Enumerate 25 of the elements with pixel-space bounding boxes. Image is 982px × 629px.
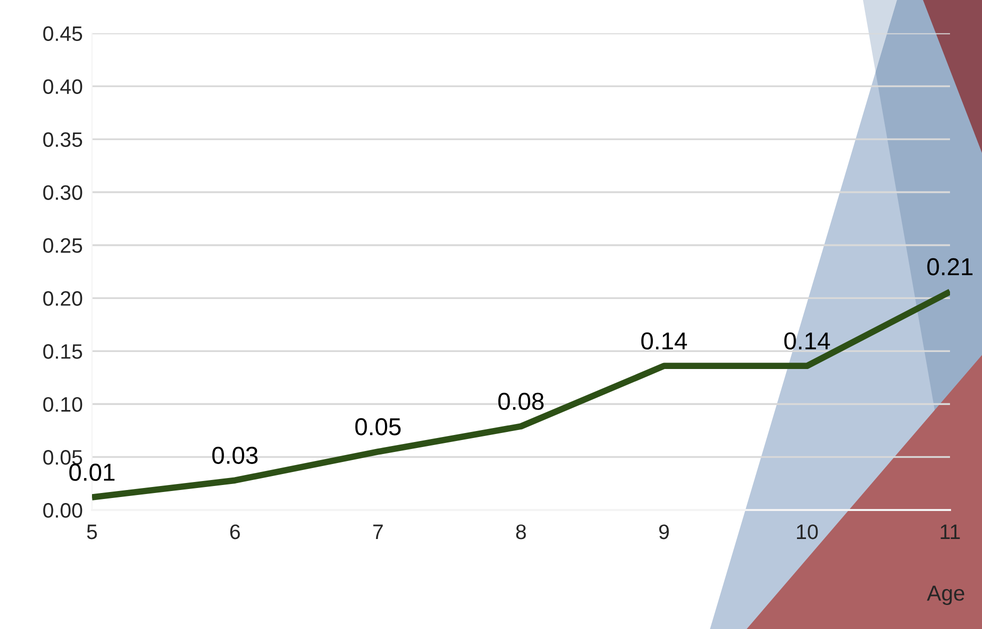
y-tick-label: 0.15 [43, 344, 82, 359]
y-tick-label: 0.00 [43, 503, 82, 518]
y-tick-label: 0.25 [43, 238, 82, 253]
data-label: 0.03 [212, 446, 258, 464]
y-tick-label: 0.10 [43, 397, 82, 412]
x-tick-label: 9 [659, 524, 669, 540]
y-tick-label: 0.45 [43, 26, 82, 42]
x-tick-label: 8 [516, 524, 526, 540]
y-tick-label: 0.40 [43, 79, 82, 94]
y-tick-label: 0.20 [43, 291, 82, 306]
y-tick-label: 0.05 [43, 450, 82, 465]
data-label: 0.01 [69, 464, 114, 481]
data-label: 0.14 [784, 332, 830, 350]
y-tick-label: 0.30 [43, 185, 82, 200]
x-tick-label: 7 [373, 524, 383, 539]
x-tick-label: 5 [87, 524, 97, 540]
x-tick-label: 10 [797, 524, 818, 540]
data-label: 0.14 [641, 332, 687, 350]
data-label: 0.08 [498, 392, 544, 410]
data-label: 0.05 [355, 418, 401, 436]
x-tick-label: 11 [940, 524, 960, 539]
x-tick-label: 6 [230, 524, 240, 540]
data-label: 0.21 [927, 258, 972, 276]
y-tick-label: 0.35 [43, 132, 82, 147]
x-axis-title: Age [926, 586, 964, 606]
